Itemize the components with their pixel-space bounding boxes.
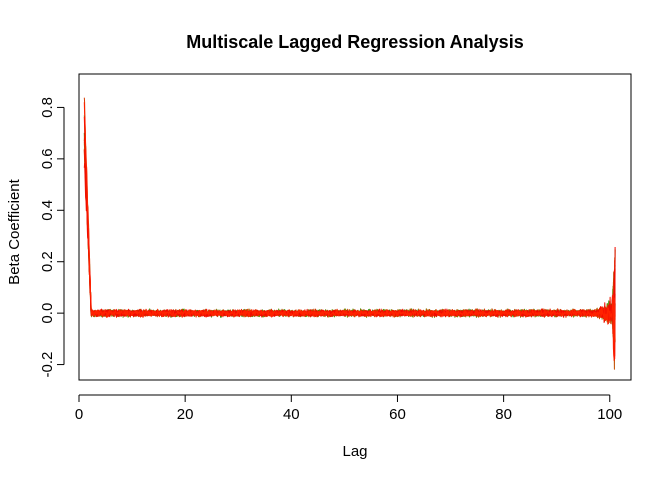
x-axis: 0 20 40 60 80 100 [75,394,622,423]
series-line-1 [83,132,616,361]
series-line-9 [83,149,616,337]
series-line-10 [83,162,616,360]
x-tick-label: 80 [495,406,512,423]
series-line-6 [83,149,616,370]
x-tick-label: 100 [597,406,622,423]
x-tick-label: 40 [283,406,300,423]
y-tick-label: 0.2 [39,251,56,272]
y-axis-label: Beta Coefficient [6,178,23,284]
series-group [83,97,616,370]
series-line-3 [83,148,616,338]
plot-frame [78,73,632,381]
x-tick-label: 0 [75,406,83,423]
y-tick-label: 0.4 [39,200,56,221]
y-tick-label: 0.0 [39,303,56,324]
x-axis-label: Lag [342,443,367,460]
series-line-5 [83,135,616,327]
y-axis: -0.2 0.0 0.2 0.4 0.6 0.8 [39,97,65,378]
series-line-11 [83,116,616,360]
y-tick-label: 0.6 [39,148,56,169]
x-tick-label: 20 [177,406,194,423]
y-tick-label: -0.2 [39,352,56,378]
series-line-12 [83,102,616,361]
x-tick-label: 60 [389,406,406,423]
series-line-2 [83,115,616,339]
chart-title: Multiscale Lagged Regression Analysis [186,32,523,52]
y-tick-label: 0.8 [39,97,56,118]
